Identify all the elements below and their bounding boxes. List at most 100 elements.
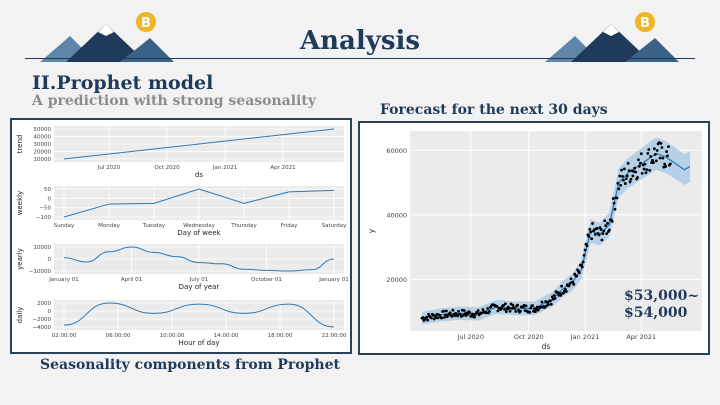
price-annotation: $53,000~ $54,000 (624, 288, 699, 322)
data-point (529, 306, 533, 310)
x-tick-label: Monday (98, 223, 120, 229)
data-point (605, 232, 609, 236)
y-tick-label: 2000 (37, 301, 51, 307)
x-axis-title: Day of week (177, 229, 221, 237)
data-point (666, 154, 669, 158)
data-point (569, 277, 573, 281)
section-title: II.Prophet model (32, 72, 214, 94)
x-tick-label: Tuesday (142, 223, 166, 229)
header-divider (25, 58, 695, 59)
bitcoin-coin-icon (136, 12, 156, 32)
data-point (640, 171, 644, 175)
mountains-logo-left: B (40, 12, 174, 62)
data-point (603, 219, 607, 223)
y-axis-title: y (367, 228, 376, 233)
component-line (63, 246, 335, 272)
data-point (583, 248, 587, 252)
data-point (636, 176, 639, 179)
data-point (504, 310, 508, 314)
data-point (612, 201, 616, 205)
data-point (507, 306, 511, 310)
data-point (448, 311, 452, 315)
x-tick-label: Apr 2021 (270, 165, 295, 171)
data-point (664, 165, 668, 168)
data-point (531, 304, 534, 308)
data-point (582, 253, 586, 257)
data-point (639, 152, 643, 156)
x-tick-label: 14:00:00 (214, 333, 239, 339)
data-point (602, 229, 606, 233)
data-point (442, 309, 445, 313)
data-point (613, 207, 617, 211)
data-point (518, 309, 522, 313)
data-point (462, 309, 466, 312)
x-tick-label: 22:00:00 (322, 333, 347, 339)
data-point (421, 316, 425, 319)
component-line (63, 188, 335, 218)
data-point (604, 224, 608, 228)
price-annotation-line2: $54,000 (624, 305, 688, 321)
data-point (461, 313, 465, 317)
page-title: Analysis (299, 26, 421, 56)
x-tick-label: January 01 (48, 277, 79, 283)
forecast-caption: Forecast for the next 30 days (380, 102, 608, 118)
y-tick-label: 50000 (34, 127, 52, 133)
x-tick-label: July 01 (189, 277, 209, 283)
data-point (572, 283, 576, 286)
data-point (624, 177, 628, 181)
svg-text:B: B (141, 16, 151, 31)
data-point (473, 315, 476, 319)
data-point (451, 308, 455, 312)
data-point (540, 300, 544, 304)
data-point (514, 310, 518, 313)
data-point (642, 167, 646, 171)
svg-text:B: B (640, 16, 650, 31)
data-point (578, 271, 581, 275)
data-point (645, 168, 649, 172)
x-tick-label: 06:00:00 (106, 333, 131, 339)
y-tick-label: 30000 (34, 142, 52, 148)
data-point (647, 148, 651, 151)
data-point (631, 174, 635, 178)
data-point (625, 174, 629, 178)
data-point (654, 159, 658, 163)
data-point (663, 162, 667, 166)
data-point (549, 302, 553, 306)
data-point (585, 244, 589, 248)
data-point (548, 299, 552, 303)
data-point (617, 187, 621, 191)
data-point (588, 227, 592, 231)
data-point (495, 304, 499, 308)
data-point (503, 302, 507, 306)
data-point (655, 149, 659, 152)
data-point (426, 318, 430, 322)
x-tick-label: April 01 (121, 277, 142, 283)
data-point (444, 309, 448, 313)
data-point (457, 309, 460, 313)
y-tick-label: 40000 (34, 135, 52, 141)
data-point (429, 316, 433, 320)
data-point (623, 167, 626, 171)
data-point (564, 290, 568, 293)
data-point (658, 156, 662, 160)
x-tick-label: Thursday (230, 223, 257, 229)
data-point (500, 306, 504, 310)
x-tick-label: 18:00:00 (268, 333, 293, 339)
data-point (468, 311, 472, 314)
component-line (63, 128, 335, 160)
data-point (553, 296, 557, 300)
y-tick-label: −50 (39, 206, 51, 212)
y-tick-label: 20000 (386, 276, 407, 284)
data-point (425, 315, 429, 319)
data-point (580, 265, 584, 269)
x-axis-title: ds (542, 342, 551, 351)
data-point (616, 181, 620, 185)
data-point (595, 227, 599, 230)
data-point (587, 235, 591, 238)
data-point (533, 310, 537, 314)
forecast-chart: 60000 40000 20000 Jul 2020 Oct 2020 Jan 2021 A… (367, 131, 702, 351)
seasonality-caption: Seasonality components from Prophet (40, 357, 340, 373)
x-tick-label: Jul 2020 (457, 333, 484, 341)
data-point (601, 232, 605, 235)
